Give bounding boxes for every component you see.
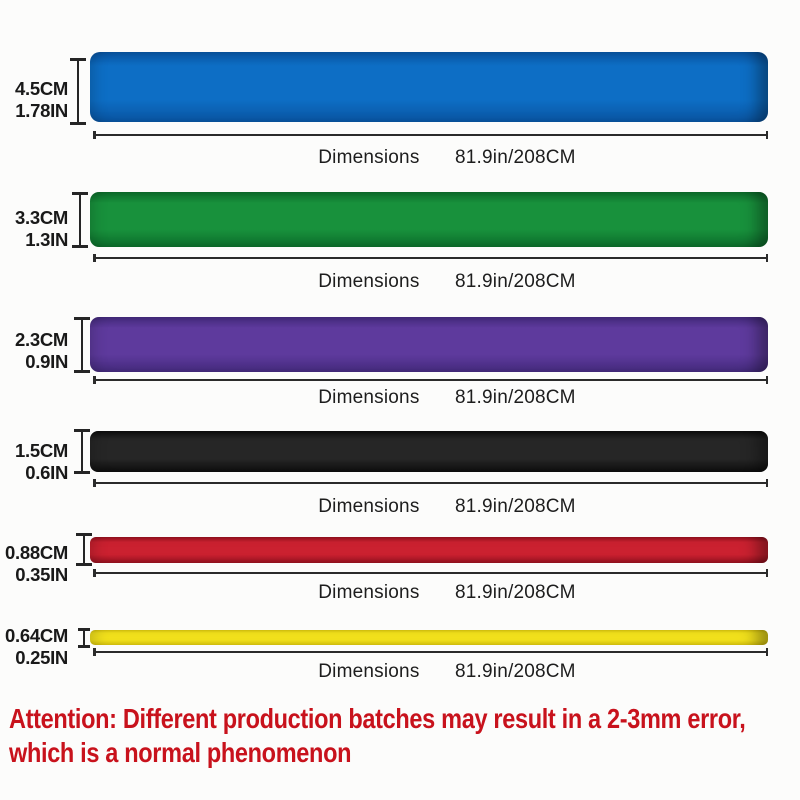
width-in: 0.35IN	[15, 564, 68, 585]
width-measure-bracket	[78, 628, 90, 648]
dimensions-label: Dimensions	[318, 387, 420, 408]
width-measure-bracket	[76, 533, 92, 566]
dimensions-text: Dimensions 81.9in/208CM	[94, 147, 800, 169]
length-measure-line	[93, 131, 768, 139]
dimensions-label: Dimensions	[318, 661, 420, 682]
dimensions-label: Dimensions	[318, 582, 420, 603]
dimensions-text: Dimensions 81.9in/208CM	[94, 496, 800, 518]
length-measure-line	[93, 376, 768, 384]
length-measure-line	[93, 648, 768, 656]
dimensions-value: 81.9in/208CM	[455, 271, 576, 292]
dimensions-value: 81.9in/208CM	[455, 661, 576, 682]
band-red	[90, 537, 768, 563]
dimensions-value: 81.9in/208CM	[455, 147, 576, 168]
width-in: 0.9IN	[25, 351, 68, 372]
dimensions-label: Dimensions	[318, 271, 420, 292]
width-measure-bracket	[72, 192, 88, 248]
band-width-label: 2.3CM 0.9IN	[0, 329, 68, 373]
band-green	[90, 192, 768, 247]
band-black	[90, 431, 768, 472]
attention-line-1: Attention: Different production batches …	[9, 703, 746, 734]
attention-note: Attention: Different production batches …	[9, 702, 800, 770]
width-measure-bracket	[74, 317, 90, 373]
width-cm: 3.3CM	[15, 207, 68, 228]
band-width-label: 1.5CM 0.6IN	[0, 440, 68, 484]
width-measure-bracket	[70, 58, 86, 125]
band-yellow	[90, 630, 768, 645]
width-in: 1.3IN	[25, 229, 68, 250]
width-cm: 1.5CM	[15, 440, 68, 461]
dimensions-text: Dimensions 81.9in/208CM	[94, 271, 800, 293]
width-cm: 0.88CM	[5, 542, 68, 563]
band-width-label: 3.3CM 1.3IN	[0, 207, 68, 251]
length-measure-line	[93, 479, 768, 487]
dimensions-value: 81.9in/208CM	[455, 496, 576, 517]
band-width-label: 4.5CM 1.78IN	[0, 78, 68, 122]
width-cm: 2.3CM	[15, 329, 68, 350]
width-in: 1.78IN	[15, 100, 68, 121]
length-measure-line	[93, 569, 768, 577]
width-in: 0.25IN	[15, 647, 68, 668]
band-width-label: 0.64CM 0.25IN	[0, 625, 68, 669]
dimensions-label: Dimensions	[318, 496, 420, 517]
dimensions-text: Dimensions 81.9in/208CM	[94, 582, 800, 604]
band-purple	[90, 317, 768, 372]
dimensions-value: 81.9in/208CM	[455, 582, 576, 603]
dimensions-text: Dimensions 81.9in/208CM	[94, 661, 800, 683]
band-blue	[90, 52, 768, 122]
dimensions-value: 81.9in/208CM	[455, 387, 576, 408]
width-cm: 4.5CM	[15, 78, 68, 99]
attention-line-2: which is a normal phenomenon	[9, 737, 352, 768]
width-measure-bracket	[74, 429, 90, 474]
dimensions-text: Dimensions 81.9in/208CM	[94, 387, 800, 409]
length-measure-line	[93, 254, 768, 262]
width-in: 0.6IN	[25, 462, 68, 483]
band-width-label: 0.88CM 0.35IN	[0, 542, 68, 586]
dimensions-label: Dimensions	[318, 147, 420, 168]
width-cm: 0.64CM	[5, 625, 68, 646]
